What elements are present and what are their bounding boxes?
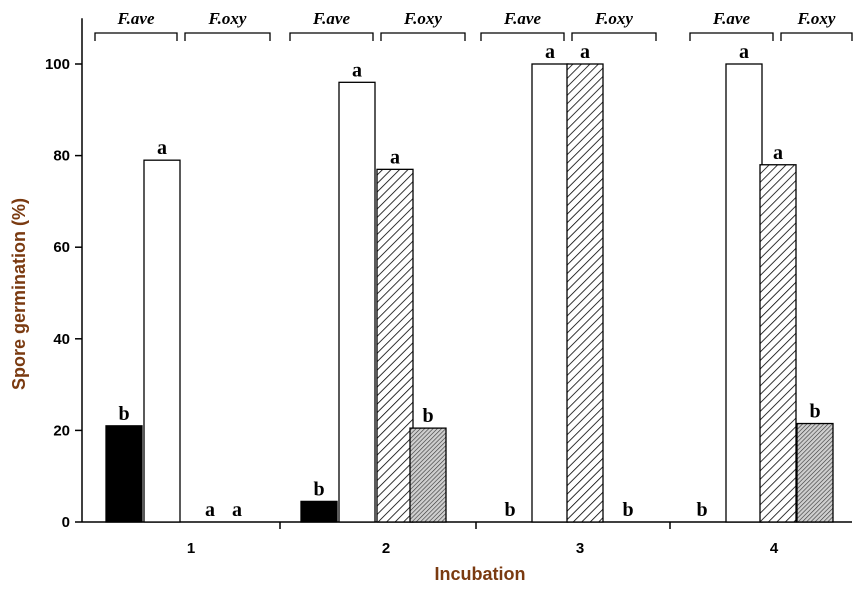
bar bbox=[300, 500, 338, 523]
bar bbox=[531, 63, 569, 523]
bar bbox=[759, 164, 797, 523]
y-tick-label: 40 bbox=[53, 331, 70, 348]
group-label: F.oxy bbox=[797, 9, 836, 28]
bars bbox=[105, 63, 834, 523]
significance-letter: b bbox=[809, 401, 820, 423]
group-labels: F.ave F.oxy F.ave F.oxy F.ave F.oxy F.ave F.oxy bbox=[94, 9, 853, 41]
bar bbox=[376, 168, 414, 523]
significance-letter: a bbox=[390, 146, 400, 168]
x-tick-label: 1 bbox=[187, 540, 195, 557]
bar bbox=[143, 159, 181, 523]
bar bbox=[338, 81, 376, 523]
significance-letter: b bbox=[504, 499, 515, 521]
y-tick-label: 100 bbox=[45, 56, 70, 73]
group-label: F.oxy bbox=[208, 9, 247, 28]
x-axis: 1 2 3 4 bbox=[82, 521, 852, 557]
group-bracket bbox=[289, 32, 374, 41]
y-axis-label: Spore germination (%) bbox=[9, 198, 29, 390]
y-tick-label: 60 bbox=[53, 239, 70, 256]
group-bracket bbox=[780, 32, 853, 41]
group-bracket bbox=[689, 32, 774, 41]
group-bracket bbox=[94, 32, 178, 41]
significance-letter: a bbox=[545, 41, 555, 63]
significance-letter: a bbox=[205, 499, 215, 521]
significance-letter: b bbox=[696, 499, 707, 521]
group-bracket bbox=[480, 32, 565, 41]
significance-letter: b bbox=[622, 499, 633, 521]
bar bbox=[796, 422, 834, 523]
significance-letter: a bbox=[580, 41, 590, 63]
bar bbox=[409, 427, 447, 523]
group-label: F.oxy bbox=[403, 9, 442, 28]
y-tick-label: 20 bbox=[53, 422, 70, 439]
group-label: F.ave bbox=[312, 9, 350, 28]
y-tick-label: 0 bbox=[62, 514, 70, 531]
bar bbox=[105, 425, 143, 523]
significance-letter: a bbox=[739, 41, 749, 63]
significance-letter: a bbox=[352, 59, 362, 81]
group-bracket bbox=[571, 32, 657, 41]
significance-letter: b bbox=[422, 405, 433, 427]
group-label: F.ave bbox=[503, 9, 541, 28]
group-label: F.oxy bbox=[594, 9, 633, 28]
significance-letter: b bbox=[313, 478, 324, 500]
significance-letter: b bbox=[118, 403, 129, 425]
x-tick-label: 3 bbox=[576, 540, 584, 557]
group-bracket bbox=[380, 32, 466, 41]
significance-letter: a bbox=[773, 142, 783, 164]
group-label: F.ave bbox=[117, 9, 155, 28]
y-tick-label: 80 bbox=[53, 148, 70, 165]
x-axis-label: Incubation bbox=[435, 564, 526, 584]
bar bbox=[566, 63, 604, 523]
group-label: F.ave bbox=[712, 9, 750, 28]
bar bbox=[725, 63, 763, 523]
group-bracket bbox=[184, 32, 271, 41]
significance-letter: a bbox=[232, 499, 242, 521]
x-tick-label: 4 bbox=[770, 540, 779, 557]
significance-letter: a bbox=[157, 137, 167, 159]
y-axis: 0 20 40 60 80 100 bbox=[45, 18, 83, 531]
x-tick-label: 2 bbox=[382, 540, 390, 557]
